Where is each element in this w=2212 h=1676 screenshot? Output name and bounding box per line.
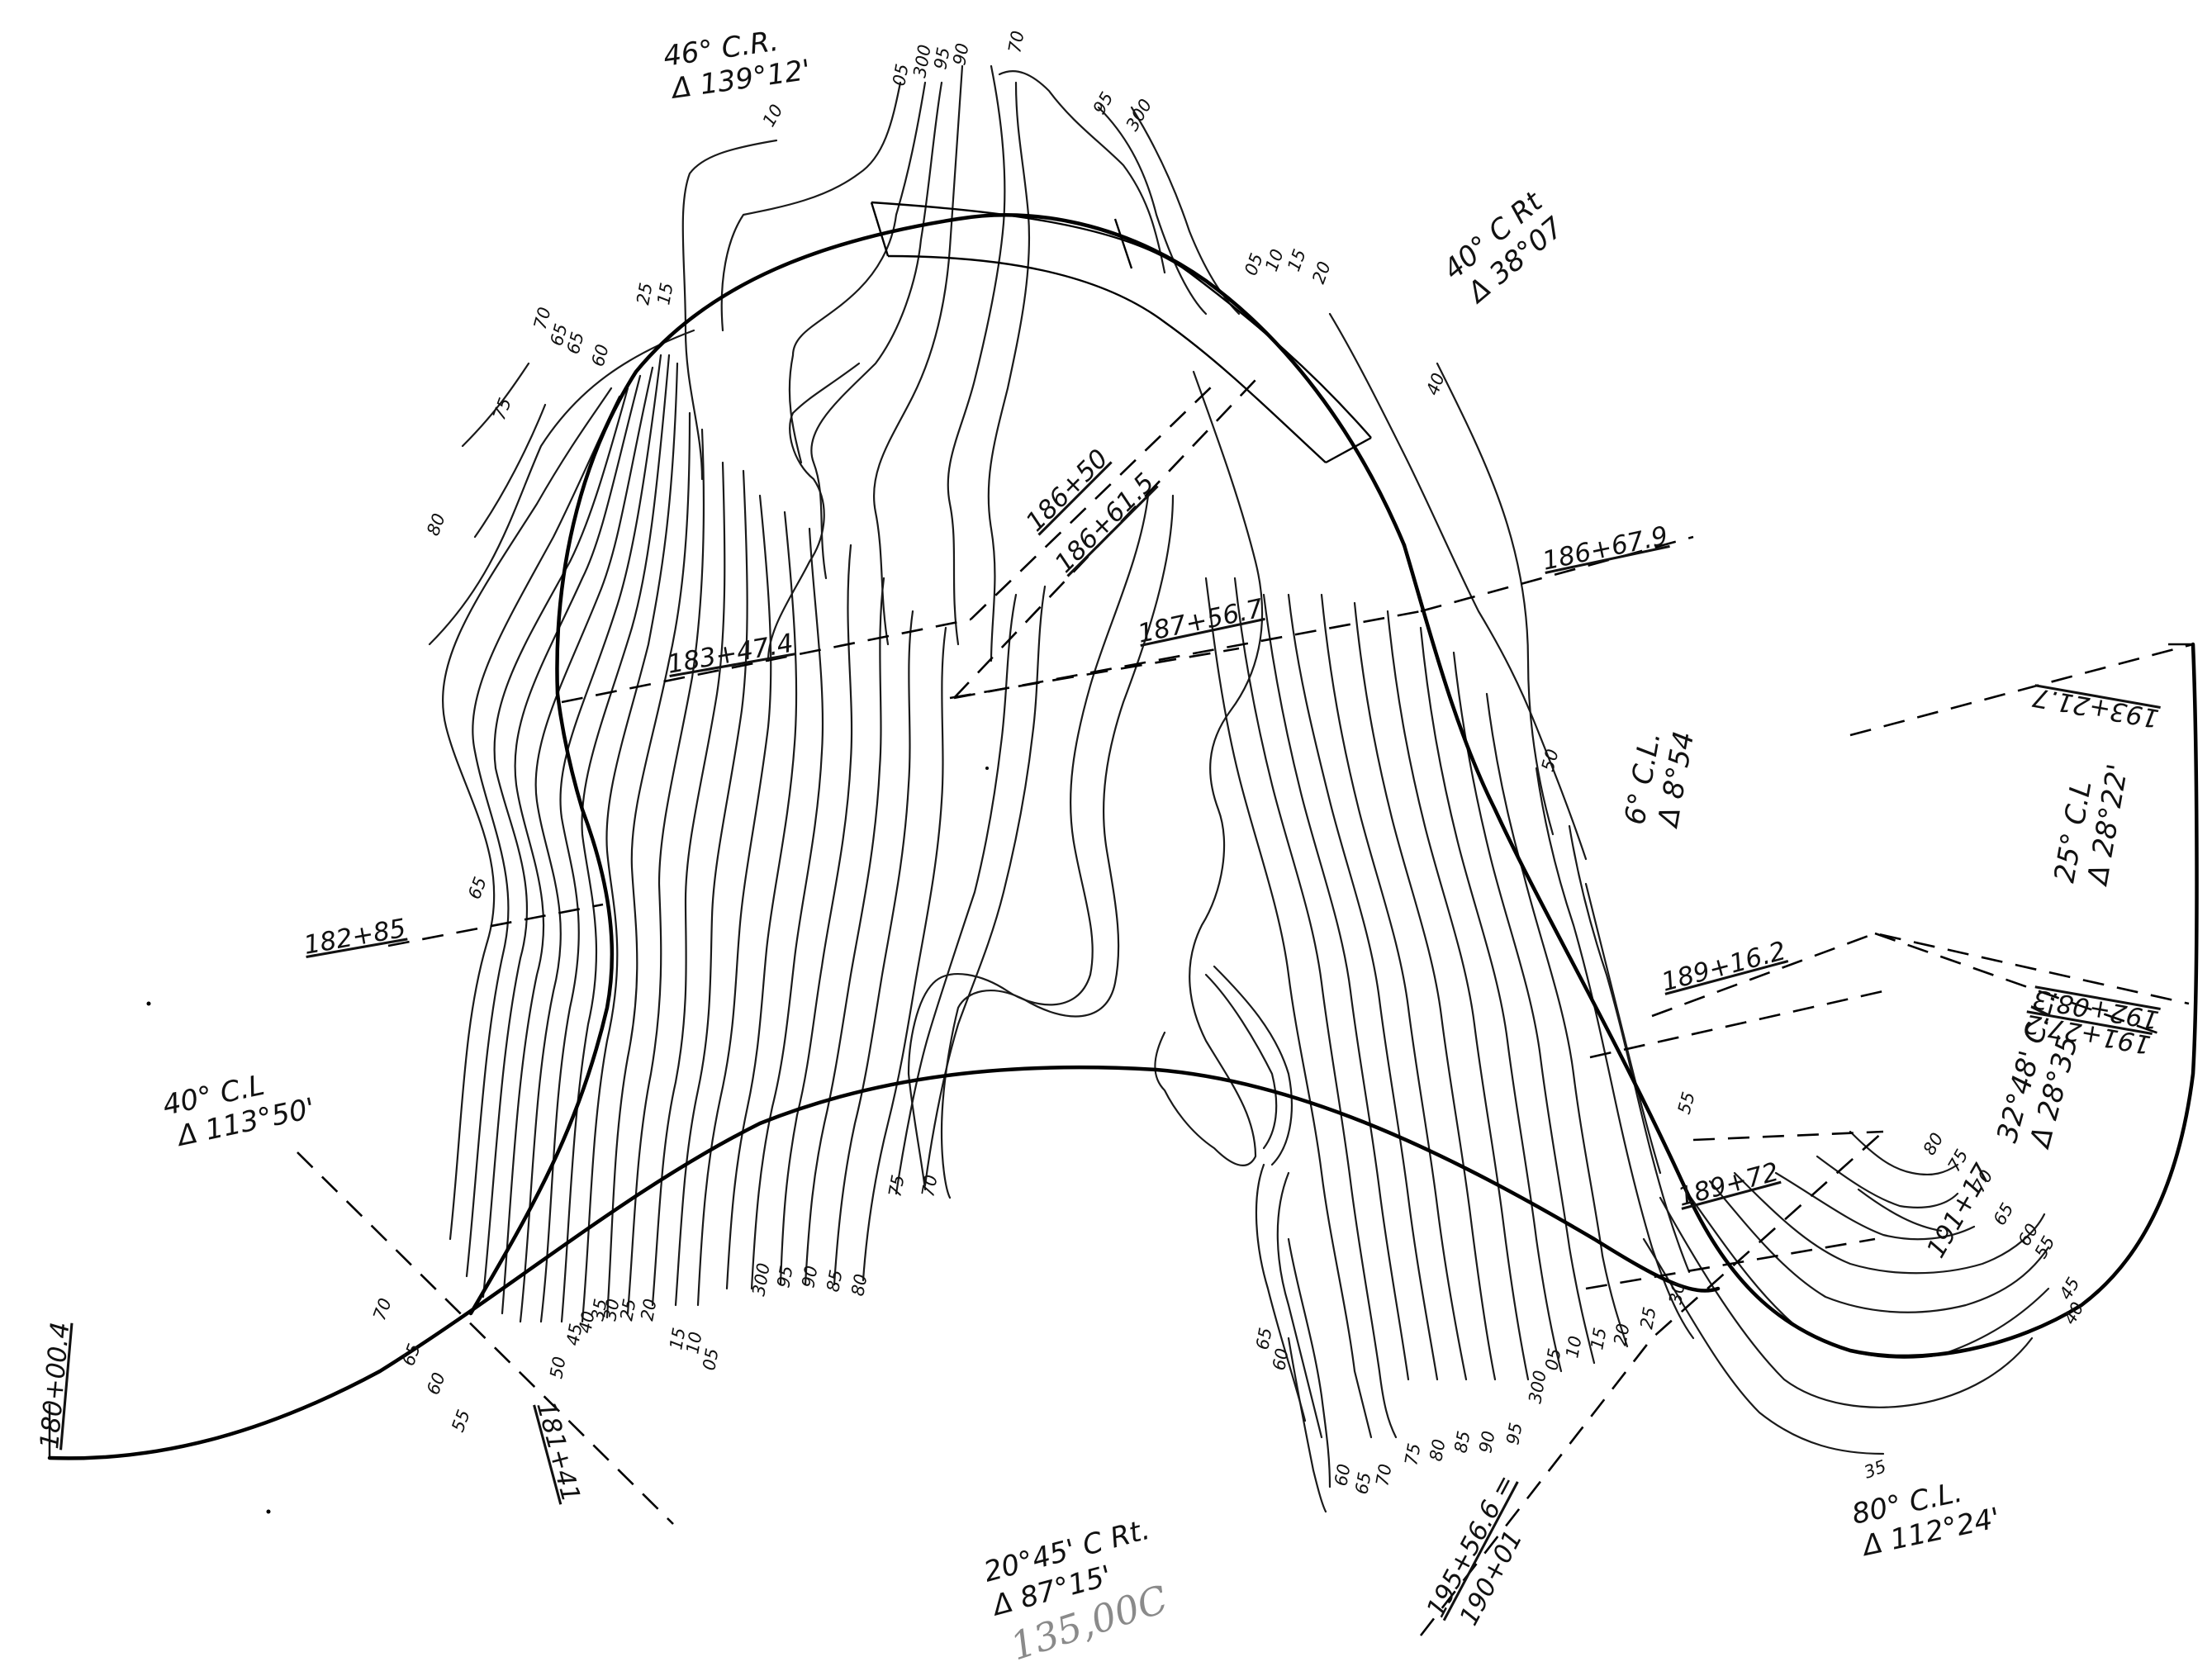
station-182: 182+85 — [301, 914, 408, 961]
elev-label: 10 — [1261, 246, 1288, 273]
elev-label: 25 — [633, 281, 656, 306]
elev-label: 95 — [773, 1264, 796, 1289]
curve-label-40crt: 40° C Rt Δ 38°07 — [1437, 185, 1570, 311]
elev-label: 80 — [423, 510, 449, 538]
elev-label: 90 — [798, 1264, 821, 1289]
elev-label: 75 — [1401, 1441, 1424, 1466]
elev-label: 05 — [1541, 1346, 1564, 1371]
contour-lines-center — [767, 362, 1331, 1513]
survey-marks — [146, 767, 989, 1514]
curve-label-25cl: 25° C.L Δ 28°22' — [2048, 762, 2134, 890]
contour-labels-bottom-right: 65 60 60 65 70 75 80 85 90 95 300 05 10 … — [1252, 747, 2087, 1496]
elev-label: 70 — [1004, 29, 1028, 54]
elev-label: 25 — [616, 1297, 639, 1322]
elev-label: 60 — [588, 342, 613, 368]
station-186c: 186+67.9 — [1540, 521, 1670, 577]
station-187: 187+56.7 — [1135, 594, 1266, 649]
elev-label: 300 — [1123, 96, 1156, 135]
contour-labels-bottom-left: 70 65 60 55 50 45 40 35 30 25 20 15 10 0… — [369, 874, 941, 1434]
contour-labels-top: 10 05 300 95 90 70 95 300 25 15 70 65 65… — [423, 29, 1449, 538]
elev-label: 95 — [1502, 1421, 1526, 1446]
elev-label: 85 — [1450, 1429, 1474, 1454]
elev-label: 15 — [666, 1326, 689, 1351]
elev-label: 60 — [423, 1370, 449, 1397]
elev-label: 65 — [1351, 1470, 1374, 1495]
elev-label: 95 — [930, 45, 953, 70]
elev-label: 10 — [759, 101, 787, 130]
elev-label: 70 — [1372, 1462, 1395, 1487]
elev-label: 70 — [918, 1173, 941, 1198]
elev-label: 90 — [949, 41, 972, 66]
station-181: 181+41 — [530, 1398, 586, 1506]
contour-lines-right — [1204, 312, 2050, 1455]
elev-label: 65 — [1990, 1199, 2018, 1228]
elev-label: 20 — [1308, 259, 1335, 286]
elev-label: 25 — [1636, 1305, 1659, 1330]
elev-label: 80 — [1920, 1129, 1948, 1158]
elev-label: 70 — [369, 1295, 396, 1322]
elev-label: 40 — [575, 1309, 598, 1334]
elev-label: 60 — [1269, 1346, 1292, 1371]
bridge-outline — [870, 201, 1372, 464]
elev-label: 10 — [1562, 1334, 1585, 1359]
elev-label: 65 — [1252, 1326, 1275, 1351]
elev-label: 15 — [1284, 246, 1310, 273]
elev-label: 60 — [1331, 1462, 1354, 1487]
elev-label: 40 — [1422, 370, 1449, 397]
radial-dashed-lines — [297, 379, 2194, 1636]
elev-label: 15 — [653, 281, 676, 306]
elev-label: 50 — [546, 1355, 569, 1379]
curve-label-80cl: 80° C.L. Δ 112°24' — [1849, 1476, 2003, 1564]
elev-label: 35 — [587, 1297, 610, 1322]
track-alignment — [47, 213, 2199, 1460]
elev-label: 15 — [1587, 1326, 1610, 1351]
elev-label: 55 — [1674, 1090, 1699, 1116]
elev-label: 20 — [1610, 1322, 1633, 1346]
elev-label: 10 — [682, 1330, 705, 1355]
elev-label: 300 — [1525, 1369, 1550, 1405]
elev-label: 30 — [600, 1297, 623, 1322]
station-183: 183+47.4 — [665, 629, 795, 680]
elev-label: 80 — [847, 1272, 871, 1297]
elev-label: 05 — [699, 1346, 722, 1371]
elev-label: 65 — [464, 874, 491, 901]
elev-label: 90 — [1475, 1429, 1498, 1454]
elev-label: 45 — [2056, 1274, 2084, 1303]
elev-label: 95 — [1089, 88, 1118, 117]
contour-lines-left — [428, 329, 1047, 1323]
elev-label: 05 — [889, 62, 912, 87]
elev-label: 30 — [1665, 1280, 1688, 1305]
elev-label: 75 — [885, 1173, 908, 1198]
station-labels: 180+00.4 181+41 182+85 183+47.4 186+50 1… — [35, 444, 2161, 1631]
elev-label: 45 — [562, 1322, 586, 1346]
curve-label-40cl: 40° C.L Δ 113°50' — [160, 1069, 318, 1154]
station-180: 180+00.4 — [35, 1321, 75, 1450]
elev-label: 50 — [1538, 747, 1563, 773]
elev-label: 55 — [448, 1407, 474, 1434]
elev-label: 75 — [489, 395, 515, 422]
curve-label-6cl: 6° C.L. Δ 8°54 — [1618, 729, 1701, 831]
elev-label: 85 — [823, 1268, 846, 1293]
curve-label-46cr: 46° C.R. Δ 139°12' — [662, 25, 813, 106]
elev-label: 35 — [1862, 1456, 1889, 1483]
elev-label: 20 — [637, 1297, 660, 1322]
elev-label: 80 — [1426, 1437, 1449, 1462]
station-193: 193+21.7 — [2030, 681, 2161, 733]
